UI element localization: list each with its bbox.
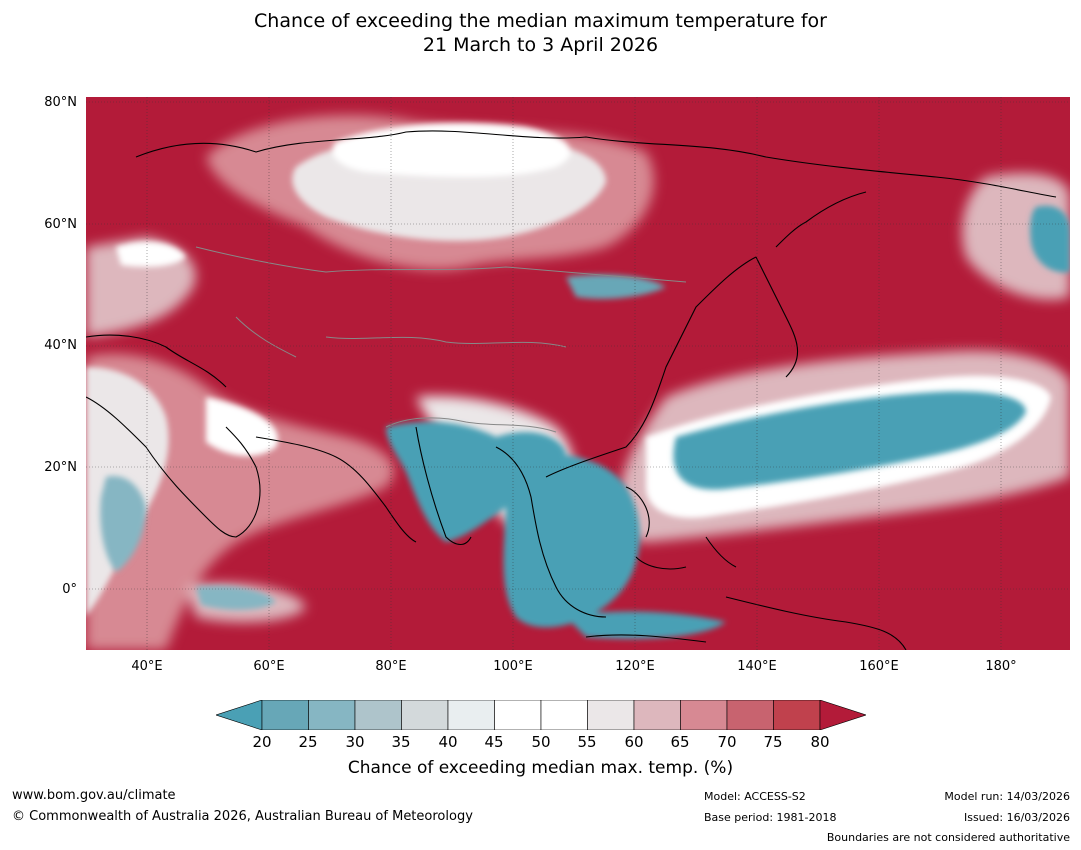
colorbar-tick: 20 bbox=[252, 733, 272, 751]
lon-label-80e: 80°E bbox=[375, 659, 407, 674]
model-info: Model: ACCESS-S2 bbox=[704, 790, 806, 803]
lon-label-60e: 60°E bbox=[253, 659, 285, 674]
colorbar-segment bbox=[633, 700, 681, 730]
colorbar-segment bbox=[773, 700, 821, 730]
lat-label-80n: 80°N bbox=[44, 95, 77, 110]
colorbar-tick: 25 bbox=[298, 733, 318, 751]
colorbar-segment bbox=[680, 700, 728, 730]
lon-label-100e: 100°E bbox=[493, 659, 533, 674]
boundaries-disclaimer: Boundaries are not considered authoritat… bbox=[826, 831, 1070, 844]
colorbar-segment bbox=[726, 700, 774, 730]
colorbar-tick: 60 bbox=[624, 733, 644, 751]
lat-label-40n: 40°N bbox=[44, 338, 77, 353]
colorbar-tick: 45 bbox=[484, 733, 504, 751]
low-probability-areas bbox=[100, 205, 1070, 639]
colorbar-tick: 30 bbox=[345, 733, 365, 751]
colorbar bbox=[216, 700, 866, 730]
colorbar-tick: 65 bbox=[670, 733, 690, 751]
colorbar-label: Chance of exceeding median max. temp. (%… bbox=[347, 758, 734, 778]
colorbar-segment bbox=[308, 700, 356, 730]
lat-label-20n: 20°N bbox=[44, 460, 77, 475]
issued-date: Issued: 16/03/2026 bbox=[963, 811, 1070, 824]
colorbar-tick: 50 bbox=[531, 733, 551, 751]
lat-label-0: 0° bbox=[62, 582, 77, 597]
country-borders bbox=[195, 246, 687, 433]
colorbar-arrow-high bbox=[819, 700, 866, 730]
lat-label-60n: 60°N bbox=[44, 217, 77, 232]
colorbar-tick: 55 bbox=[577, 733, 597, 751]
gridlines bbox=[86, 97, 1070, 650]
colorbar-segment bbox=[401, 700, 449, 730]
colorbar-tick: 80 bbox=[810, 733, 830, 751]
lon-label-40e: 40°E bbox=[131, 659, 163, 674]
lon-label-120e: 120°E bbox=[615, 659, 655, 674]
map-title-line-2: 21 March to 3 April 2026 bbox=[422, 34, 659, 56]
colorbar-segment bbox=[447, 700, 495, 730]
coastlines bbox=[86, 130, 1057, 650]
colorbar-tick: 40 bbox=[438, 733, 458, 751]
copyright-notice: © Commonwealth of Australia 2026, Austra… bbox=[12, 809, 473, 824]
colorbar-tick: 70 bbox=[717, 733, 737, 751]
map-canvas bbox=[86, 97, 1070, 650]
colorbar-segment bbox=[354, 700, 402, 730]
map-title-line-1: Chance of exceeding the median maximum t… bbox=[254, 10, 827, 32]
model-run-date: Model run: 14/03/2026 bbox=[944, 790, 1070, 803]
colorbar-segment bbox=[540, 700, 588, 730]
base-period-info: Base period: 1981-2018 bbox=[704, 811, 837, 824]
colorbar-tick: 75 bbox=[763, 733, 783, 751]
probability-map bbox=[86, 97, 1070, 650]
colorbar-segment bbox=[261, 700, 309, 730]
colorbar-arrow-low bbox=[216, 700, 263, 730]
lon-label-140e: 140°E bbox=[737, 659, 777, 674]
colorbar-tick: 35 bbox=[391, 733, 411, 751]
lon-label-180: 180° bbox=[985, 659, 1017, 674]
lon-label-160e: 160°E bbox=[859, 659, 899, 674]
website-link[interactable]: www.bom.gov.au/climate bbox=[12, 788, 176, 803]
colorbar-segment bbox=[494, 700, 542, 730]
colorbar-segment bbox=[587, 700, 635, 730]
